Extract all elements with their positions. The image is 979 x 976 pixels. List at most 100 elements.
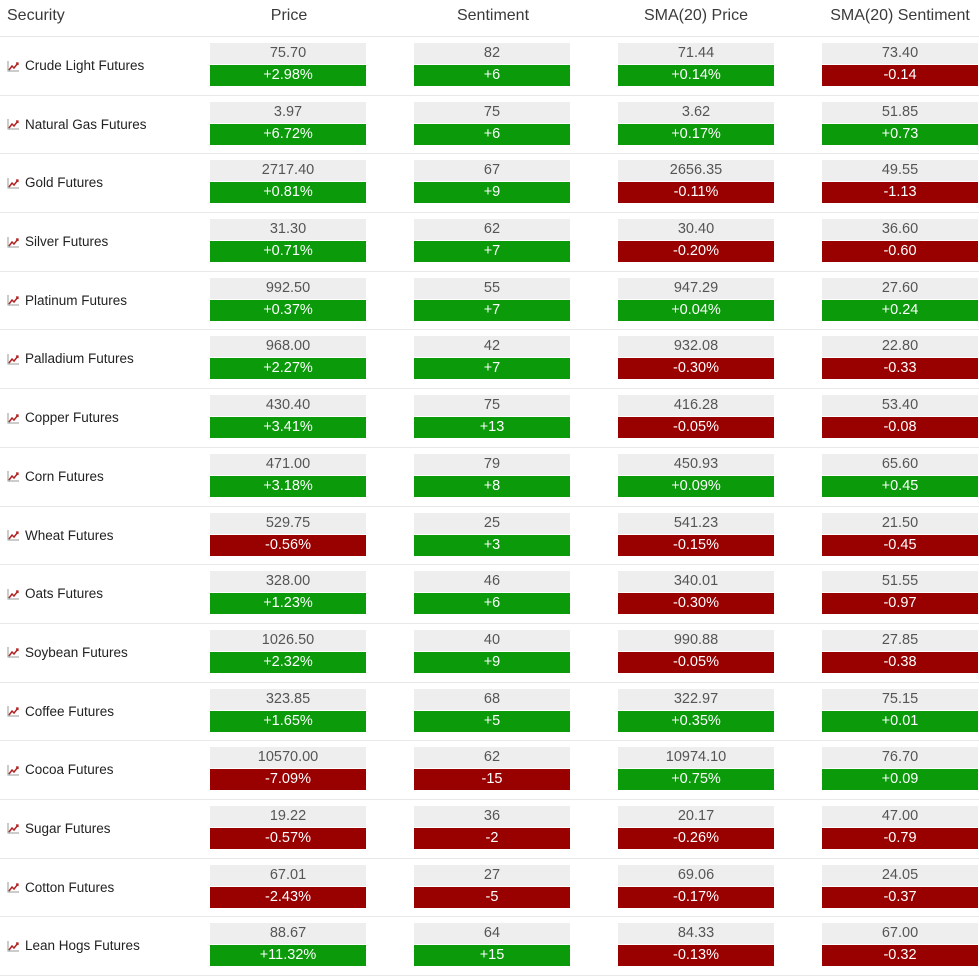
- security-name[interactable]: Cotton Futures: [25, 879, 115, 895]
- security-name[interactable]: Soybean Futures: [25, 644, 128, 660]
- sma-sentiment-value: 47.00: [822, 805, 978, 827]
- security-link[interactable]: Copper Futures: [7, 410, 119, 425]
- security-name[interactable]: Platinum Futures: [25, 292, 128, 308]
- chart-line-icon[interactable]: [7, 177, 20, 189]
- chart-line-icon[interactable]: [7, 764, 20, 776]
- header-price[interactable]: Price: [270, 7, 308, 24]
- chart-line-icon[interactable]: [7, 412, 20, 424]
- sentiment-cell: 40 +9: [414, 629, 570, 673]
- sma-price-value: 932.08: [618, 336, 774, 358]
- sma-price-cell: 947.29 +0.04%: [618, 277, 774, 321]
- sma-sentiment-value: 51.55: [822, 571, 978, 593]
- price-cell: 529.75 -0.56%: [210, 512, 366, 556]
- security-name[interactable]: Natural Gas Futures: [25, 116, 147, 132]
- sma-sentiment-value: 75.15: [822, 688, 978, 710]
- security-link[interactable]: Crude Light Futures: [7, 58, 144, 73]
- security-name[interactable]: Wheat Futures: [25, 527, 114, 543]
- security-name[interactable]: Palladium Futures: [25, 351, 134, 367]
- price-value: 19.22: [210, 805, 366, 827]
- security-name[interactable]: Oats Futures: [25, 586, 104, 602]
- security-name[interactable]: Coffee Futures: [25, 703, 115, 719]
- chart-line-icon[interactable]: [7, 705, 20, 717]
- sma-sentiment-cell: 76.70 +0.09: [822, 747, 978, 791]
- sentiment-change: -15: [414, 769, 570, 791]
- sma-sentiment-cell: 21.50 -0.45: [822, 512, 978, 556]
- security-name[interactable]: Copper Futures: [25, 410, 119, 426]
- table-row: Crude Light Futures 75.70 +2.98% 82 +6 7…: [0, 37, 979, 96]
- price-value: 992.50: [210, 277, 366, 299]
- chart-line-icon[interactable]: [7, 294, 20, 306]
- security-link[interactable]: Sugar Futures: [7, 821, 111, 836]
- security-link[interactable]: Natural Gas Futures: [7, 117, 147, 132]
- sentiment-change: +6: [414, 123, 570, 145]
- security-link[interactable]: Cotton Futures: [7, 880, 114, 895]
- price-value: 3.97: [210, 101, 366, 123]
- price-value: 2717.40: [210, 160, 366, 182]
- sma-sentiment-change: -0.14: [822, 65, 978, 86]
- security-link[interactable]: Coffee Futures: [7, 704, 114, 719]
- chart-line-icon[interactable]: [7, 822, 20, 834]
- chart-line-icon[interactable]: [7, 236, 20, 248]
- sma-sentiment-change: +0.09: [822, 769, 978, 791]
- price-change: +2.98%: [210, 65, 366, 86]
- price-value: 968.00: [210, 336, 366, 358]
- chart-line-icon[interactable]: [7, 646, 20, 658]
- price-change: +11.32%: [210, 945, 366, 967]
- sma-sentiment-cell: 67.00 -0.32: [822, 923, 978, 967]
- chart-line-icon[interactable]: [7, 529, 20, 541]
- sentiment-cell: 79 +8: [414, 453, 570, 497]
- table-row: Natural Gas Futures 3.97 +6.72% 75 +6 3.…: [0, 96, 979, 155]
- price-value: 75.70: [210, 43, 366, 64]
- security-link[interactable]: Cocoa Futures: [7, 762, 114, 777]
- security-name[interactable]: Silver Futures: [25, 234, 109, 250]
- security-name[interactable]: Cocoa Futures: [25, 762, 114, 778]
- security-link[interactable]: Lean Hogs Futures: [7, 938, 140, 953]
- price-change: +3.18%: [210, 475, 366, 497]
- sma-price-value: 947.29: [618, 277, 774, 299]
- security-name[interactable]: Corn Futures: [25, 468, 104, 484]
- security-link[interactable]: Oats Futures: [7, 586, 103, 601]
- sentiment-value: 42: [414, 336, 570, 358]
- sentiment-change: +7: [414, 241, 570, 263]
- security-link[interactable]: Gold Futures: [7, 175, 103, 190]
- price-value: 10570.00: [210, 747, 366, 769]
- security-link[interactable]: Palladium Futures: [7, 351, 134, 366]
- security-link[interactable]: Silver Futures: [7, 234, 108, 249]
- price-change: +1.23%: [210, 593, 366, 615]
- price-cell: 3.97 +6.72%: [210, 101, 366, 145]
- price-change: -0.57%: [210, 827, 366, 849]
- security-link[interactable]: Soybean Futures: [7, 645, 128, 660]
- sma-sentiment-change: +0.01: [822, 710, 978, 732]
- sma-sentiment-value: 22.80: [822, 336, 978, 358]
- security-name[interactable]: Crude Light Futures: [25, 58, 145, 73]
- security-link[interactable]: Wheat Futures: [7, 528, 114, 543]
- security-link[interactable]: Corn Futures: [7, 469, 104, 484]
- header-sma-sentiment[interactable]: SMA(20) Sentiment: [830, 7, 970, 24]
- chart-line-icon[interactable]: [7, 588, 20, 600]
- price-cell: 323.85 +1.65%: [210, 688, 366, 732]
- header-sentiment[interactable]: Sentiment: [456, 7, 530, 24]
- sma-price-change: -0.17%: [618, 886, 774, 908]
- chart-line-icon[interactable]: [7, 940, 20, 952]
- sma-sentiment-change: -0.97: [822, 593, 978, 615]
- chart-line-icon[interactable]: [7, 470, 20, 482]
- chart-line-icon[interactable]: [7, 353, 20, 365]
- header-sma-price[interactable]: SMA(20) Price: [643, 7, 749, 24]
- security-name[interactable]: Gold Futures: [25, 175, 104, 191]
- header-security[interactable]: Security: [7, 7, 65, 24]
- sma-price-value: 990.88: [618, 629, 774, 651]
- sma-sentiment-change: -0.45: [822, 534, 978, 556]
- security-name[interactable]: Lean Hogs Futures: [25, 938, 140, 954]
- sma-sentiment-change: -0.37: [822, 886, 978, 908]
- security-link[interactable]: Platinum Futures: [7, 293, 127, 308]
- chart-line-icon[interactable]: [7, 118, 20, 130]
- sma-sentiment-cell: 75.15 +0.01: [822, 688, 978, 732]
- security-name[interactable]: Sugar Futures: [25, 820, 111, 836]
- chart-line-icon[interactable]: [7, 60, 20, 72]
- price-value: 88.67: [210, 923, 366, 945]
- sentiment-value: 25: [414, 512, 570, 534]
- sma-price-cell: 541.23 -0.15%: [618, 512, 774, 556]
- chart-line-icon[interactable]: [7, 881, 20, 893]
- sma-price-change: +0.09%: [618, 475, 774, 497]
- price-change: +2.27%: [210, 358, 366, 380]
